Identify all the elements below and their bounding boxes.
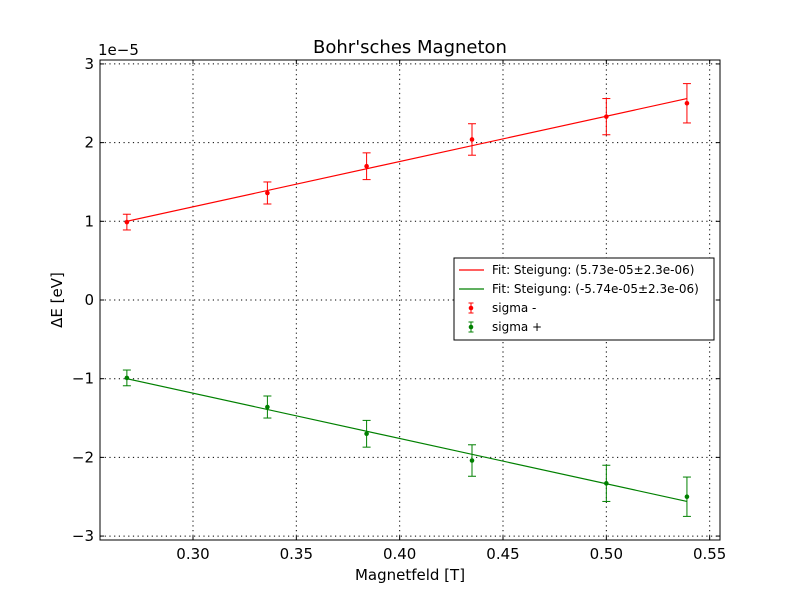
fit-line bbox=[126, 378, 688, 503]
data-point-group bbox=[263, 395, 272, 419]
data-point-group bbox=[122, 369, 131, 387]
data-point bbox=[604, 481, 609, 486]
legend-marker bbox=[468, 324, 474, 330]
y-tick-label: 2 bbox=[84, 134, 94, 152]
data-point bbox=[469, 458, 475, 463]
y-tick-label: −3 bbox=[72, 527, 94, 545]
x-axis-label: Magnetfeld [T] bbox=[355, 566, 465, 584]
data-point-group bbox=[362, 419, 371, 448]
data-point-group bbox=[682, 476, 691, 517]
data-point-group bbox=[263, 181, 272, 205]
legend-label: sigma - bbox=[492, 301, 536, 315]
plot-data bbox=[122, 83, 691, 517]
x-tick-label: 0.35 bbox=[280, 545, 313, 563]
y-tick-label: 1 bbox=[84, 212, 94, 230]
x-tick-label: 0.40 bbox=[383, 545, 416, 563]
data-point-group bbox=[468, 123, 476, 156]
data-point-group bbox=[602, 98, 611, 136]
legend-marker bbox=[468, 305, 474, 311]
x-tick-label: 0.30 bbox=[176, 545, 209, 563]
data-point bbox=[684, 494, 690, 500]
y-tick-label: 0 bbox=[84, 291, 94, 309]
axis-ticks: 0.30 0.35 0.40 0.45 0.50 0.55 −3 −2 −1 0 1 2 3 bbox=[72, 55, 726, 563]
legend-label: Fit: Steigung: (5.73e-05±2.3e-06) bbox=[492, 263, 694, 277]
data-point bbox=[604, 114, 609, 119]
y-axis-label: ΔE [eV] bbox=[48, 272, 66, 328]
data-point bbox=[364, 163, 369, 169]
data-point-group bbox=[602, 464, 611, 502]
data-point bbox=[124, 219, 130, 225]
fit-line bbox=[126, 97, 688, 222]
legend-box bbox=[453, 257, 715, 341]
x-tick-label: 0.55 bbox=[693, 545, 726, 563]
legend: Fit: Steigung: (5.73e-05±2.3e-06) Fit: St… bbox=[453, 257, 715, 341]
data-point bbox=[124, 375, 130, 381]
legend-label: Fit: Steigung: (-5.74e-05±2.3e-06) bbox=[492, 282, 699, 296]
data-point bbox=[364, 431, 369, 437]
y-tick-label: −1 bbox=[72, 370, 94, 388]
data-point-group bbox=[468, 444, 476, 477]
data-point-group bbox=[362, 152, 371, 181]
data-point bbox=[469, 137, 475, 142]
chart-title: Bohr'sches Magneton bbox=[313, 37, 507, 58]
data-point-group bbox=[122, 213, 131, 231]
legend-label: sigma + bbox=[492, 320, 542, 334]
data-point-group bbox=[682, 83, 691, 124]
y-tick-label: −2 bbox=[72, 448, 94, 466]
x-tick-label: 0.45 bbox=[486, 545, 519, 563]
y-tick-label: 3 bbox=[84, 55, 94, 73]
data-point bbox=[265, 190, 270, 196]
data-point bbox=[265, 404, 270, 410]
x-tick-label: 0.50 bbox=[590, 545, 623, 563]
y-offset-label: 1e−5 bbox=[98, 41, 139, 59]
data-point bbox=[684, 100, 690, 106]
